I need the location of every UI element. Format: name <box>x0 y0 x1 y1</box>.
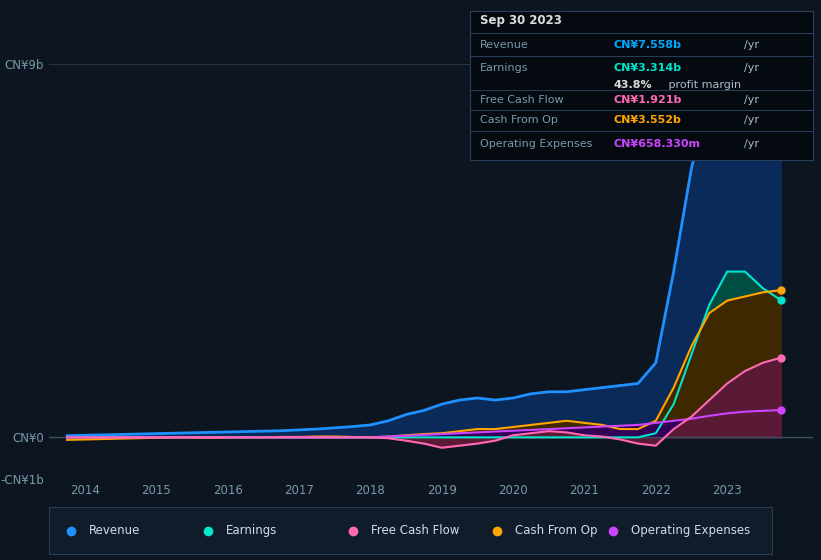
Text: Revenue: Revenue <box>89 524 140 537</box>
Text: Operating Expenses: Operating Expenses <box>631 524 750 537</box>
Text: /yr: /yr <box>744 139 759 149</box>
Text: 43.8%: 43.8% <box>614 81 653 90</box>
Text: /yr: /yr <box>744 115 759 125</box>
Text: Cash From Op: Cash From Op <box>516 524 598 537</box>
Text: /yr: /yr <box>744 95 759 105</box>
Text: CN¥658.330m: CN¥658.330m <box>614 139 701 149</box>
Text: Earnings: Earnings <box>227 524 277 537</box>
Text: CN¥1.921b: CN¥1.921b <box>614 95 682 105</box>
Text: CN¥7.558b: CN¥7.558b <box>614 40 681 50</box>
Text: Revenue: Revenue <box>480 40 529 50</box>
Text: /yr: /yr <box>744 63 759 73</box>
Text: Free Cash Flow: Free Cash Flow <box>371 524 459 537</box>
Text: Sep 30 2023: Sep 30 2023 <box>480 15 562 27</box>
Text: /yr: /yr <box>744 40 759 50</box>
Text: Cash From Op: Cash From Op <box>480 115 557 125</box>
Text: Operating Expenses: Operating Expenses <box>480 139 592 149</box>
Text: profit margin: profit margin <box>665 81 741 90</box>
Text: Earnings: Earnings <box>480 63 529 73</box>
Text: Free Cash Flow: Free Cash Flow <box>480 95 563 105</box>
Text: CN¥3.314b: CN¥3.314b <box>614 63 682 73</box>
Text: CN¥3.552b: CN¥3.552b <box>614 115 681 125</box>
